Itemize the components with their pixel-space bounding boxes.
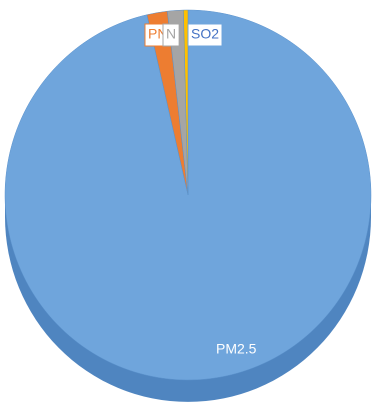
data-label: SO2 [191, 26, 219, 42]
pie-slice [183, 9, 189, 196]
label-box [187, 23, 223, 47]
label-box [162, 23, 180, 47]
data-label: PM2.5 [216, 341, 257, 357]
data-label: N [166, 26, 176, 42]
label-box [212, 338, 260, 362]
